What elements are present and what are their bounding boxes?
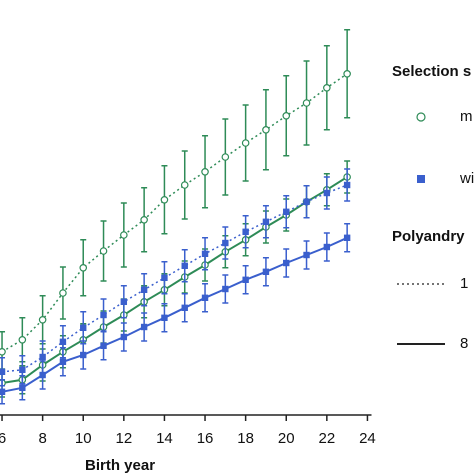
marker (242, 228, 249, 235)
marker (283, 259, 290, 267)
marker (201, 294, 209, 301)
x-tick-label: 24 (359, 430, 376, 447)
marker (39, 353, 46, 361)
marker (262, 268, 270, 275)
marker (79, 263, 88, 272)
marker (303, 251, 310, 259)
marker (120, 298, 128, 305)
marker (160, 196, 169, 204)
marker (0, 388, 6, 395)
marker (59, 338, 67, 345)
marker (38, 315, 47, 324)
marker (242, 276, 249, 283)
marker (343, 234, 351, 241)
marker (181, 262, 188, 269)
series-line (1, 236, 348, 393)
legend-marker (416, 112, 426, 122)
marker (120, 333, 128, 341)
marker (303, 198, 310, 205)
legend-label: 1 (460, 275, 468, 292)
x-tick-label: 18 (237, 430, 254, 447)
marker (0, 368, 6, 375)
marker (221, 153, 230, 161)
marker (323, 189, 331, 197)
marker (201, 250, 209, 257)
x-tick-label: 16 (197, 430, 214, 447)
marker (100, 342, 107, 349)
marker (140, 323, 148, 331)
marker (140, 286, 148, 293)
marker (222, 239, 229, 247)
marker (302, 99, 311, 107)
legend-marker (417, 175, 425, 183)
marker (323, 243, 331, 251)
series-line (1, 184, 348, 373)
marker (59, 358, 67, 365)
marker (80, 351, 87, 359)
x-tick-label: 10 (75, 430, 92, 447)
marker (99, 247, 108, 255)
marker (241, 139, 250, 147)
series-line (1, 176, 348, 384)
legend-title: Polyandry (392, 228, 465, 245)
marker (262, 218, 270, 225)
marker (39, 371, 46, 379)
legend-label: wi (459, 170, 474, 187)
marker (140, 216, 148, 224)
legend-label: m (460, 108, 473, 125)
x-tick-label: 8 (38, 430, 46, 447)
x-tick-label: 22 (318, 430, 335, 447)
marker (282, 112, 291, 120)
marker (323, 84, 331, 92)
x-tick-label: 6 (0, 430, 6, 447)
marker (0, 348, 6, 356)
marker (262, 126, 270, 134)
x-axis-label: Birth year (85, 457, 155, 474)
marker (343, 181, 351, 189)
marker (19, 366, 26, 373)
marker (222, 285, 229, 293)
x-tick-label: 14 (156, 430, 173, 447)
marker (120, 231, 128, 239)
marker (80, 324, 87, 331)
marker (161, 274, 168, 281)
legend-label: 8 (460, 335, 468, 352)
marker (59, 289, 67, 297)
marker (343, 70, 351, 78)
marker (18, 335, 27, 344)
series-line (1, 73, 348, 353)
marker (283, 208, 290, 215)
marker (201, 168, 209, 176)
x-tick-label: 12 (115, 430, 132, 447)
x-tick-label: 20 (278, 430, 295, 447)
legend-title: Selection s (392, 63, 471, 80)
marker (100, 311, 107, 319)
marker (19, 384, 26, 391)
marker (180, 181, 189, 189)
marker (181, 304, 188, 311)
marker (161, 314, 168, 321)
